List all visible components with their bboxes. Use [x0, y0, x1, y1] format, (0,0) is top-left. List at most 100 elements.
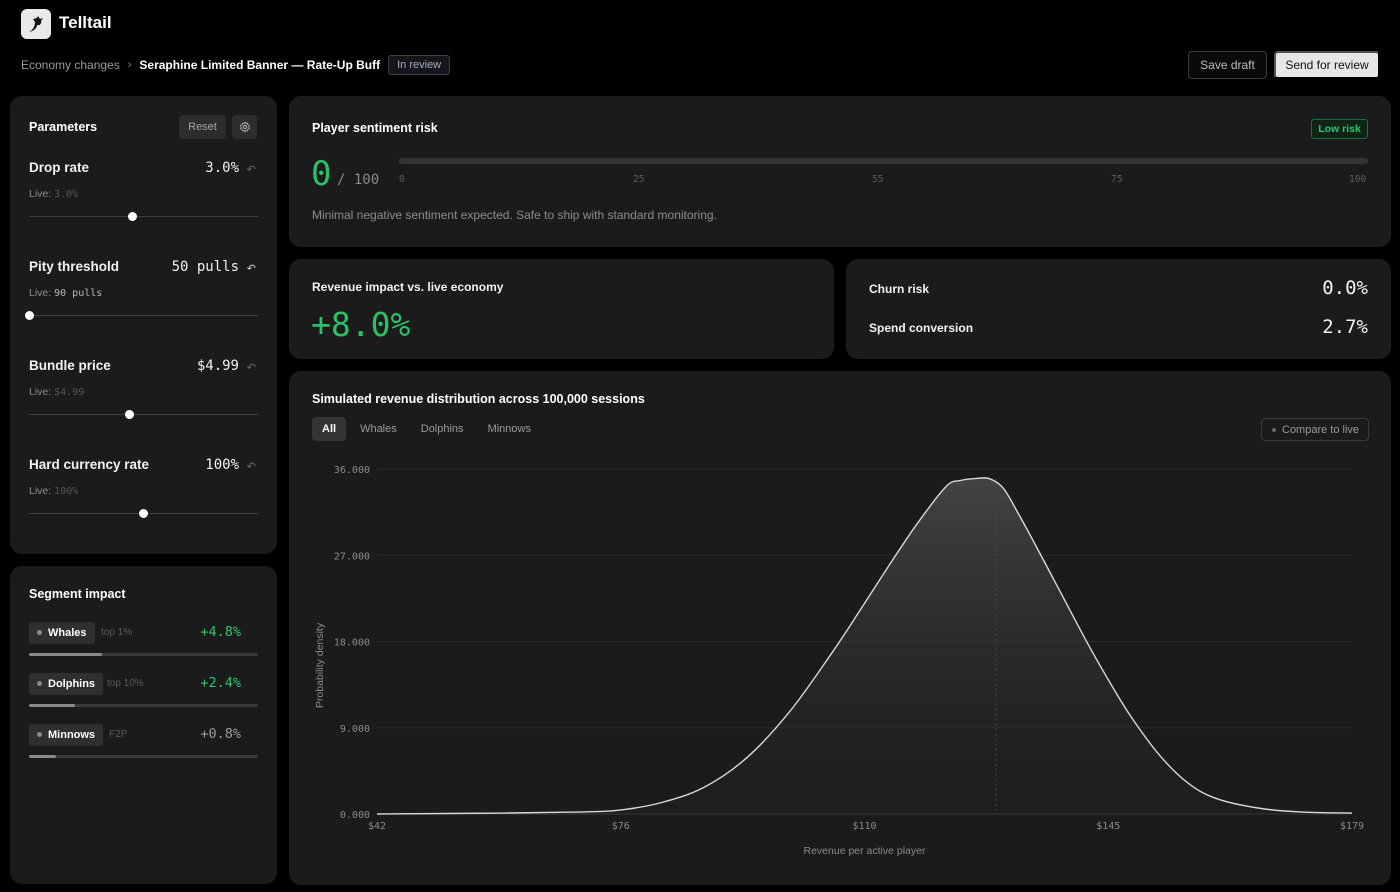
distribution-title: Simulated revenue distribution across 10…	[312, 392, 645, 406]
live-value: 100%	[54, 486, 79, 497]
distribution-area	[377, 477, 1352, 814]
breadcrumb-parent[interactable]: Economy changes	[21, 58, 120, 72]
slider-track[interactable]	[29, 216, 258, 217]
risk-tick: 75	[1111, 174, 1123, 185]
segment-bar-fill	[29, 653, 103, 656]
param-label: Pity threshold	[29, 259, 120, 274]
breadcrumb: Economy changes › Seraphine Limited Bann…	[21, 55, 451, 75]
revenue-impact-card: Revenue impact vs. live economy +8.0%	[289, 259, 834, 359]
x-tick-label: $179	[1340, 821, 1364, 832]
segment-whales: Whales top 1% +4.8%	[29, 622, 258, 658]
churn-risk-value: 0.0%	[1322, 277, 1368, 299]
revenue-distribution-panel: 0.000 9.000 18.000 27.000 36.000 $42 $76 $110 $1…	[289, 371, 1391, 885]
y-tick-label: 36.000	[334, 465, 370, 476]
live-label: Live:	[29, 386, 52, 398]
revert-icon[interactable]: ↶	[246, 263, 256, 275]
sentiment-risk-panel: Player sentiment risk Low risk 0 / 100 0…	[289, 96, 1391, 247]
status-badge: In review	[388, 55, 451, 75]
segment-value: +2.4%	[200, 675, 241, 691]
revenue-label: Revenue impact vs. live economy	[312, 280, 504, 294]
param-live: Live: $4.99	[29, 386, 84, 398]
param-live: Live: 100%	[29, 485, 78, 497]
x-tick-label: $42	[368, 821, 386, 832]
segment-bar-fill	[29, 704, 75, 707]
slider-track[interactable]	[29, 414, 258, 415]
x-axis-label: Revenue per active player	[804, 845, 926, 857]
segment-chip[interactable]: Dolphins	[29, 673, 104, 695]
segment-sub: F2P	[109, 729, 128, 740]
segment-bar	[29, 755, 258, 758]
slider-thumb[interactable]	[24, 311, 34, 320]
y-axis-label: Probability density	[314, 622, 326, 708]
risk-tick: 100	[1349, 174, 1367, 185]
sentiment-description: Minimal negative sentiment expected. Saf…	[312, 208, 717, 222]
compare-to-live-toggle[interactable]: Compare to live	[1261, 418, 1369, 441]
param-hard-currency-rate: Hard currency rate 100% ↶ Live: 100%	[29, 457, 258, 547]
segment-chip[interactable]: Minnows	[29, 724, 104, 746]
metrics-card: Churn risk 0.0% Spend conversion 2.7%	[846, 259, 1391, 359]
revenue-value: +8.0%	[311, 305, 411, 344]
param-pity-threshold: Pity threshold 50 pulls ↶ Live: 90 pulls	[24, 259, 258, 349]
param-label: Hard currency rate	[29, 457, 150, 472]
risk-tick: 55	[872, 174, 884, 185]
param-label: Bundle price	[29, 358, 111, 373]
spend-conversion-label: Spend conversion	[869, 321, 974, 335]
tab-all[interactable]: All	[312, 417, 347, 441]
live-label: Live:	[29, 485, 52, 497]
x-tick-label: $145	[1096, 821, 1120, 832]
param-drop-rate: Drop rate 3.0% ↶ Live: 3.0%	[29, 160, 258, 250]
param-live: Live: 90 pulls	[29, 287, 102, 299]
app-name: Telltail	[59, 13, 112, 32]
sentiment-max: / 100	[337, 172, 380, 188]
x-tick-label: $110	[852, 821, 876, 832]
segment-bar	[29, 704, 258, 707]
tab-dolphins[interactable]: Dolphins	[420, 423, 464, 435]
segment-chip[interactable]: Whales	[29, 622, 95, 644]
send-for-review-button[interactable]: Send for review	[1274, 51, 1380, 79]
segment-impact-title: Segment impact	[29, 587, 126, 601]
risk-badge: Low risk	[1311, 119, 1368, 139]
revert-icon[interactable]: ↶	[246, 461, 256, 473]
settings-button[interactable]	[232, 115, 257, 139]
risk-tick: 0	[399, 174, 405, 185]
param-live: Live: 3.0%	[29, 188, 78, 200]
gear-icon	[239, 121, 250, 133]
churn-risk-label: Churn risk	[869, 282, 930, 296]
segment-impact-panel: Segment impact Whales top 1% +4.8% Dolph…	[10, 566, 277, 884]
live-label: Live:	[29, 287, 52, 299]
slider-thumb[interactable]	[125, 410, 135, 419]
y-tick-label: 18.000	[334, 638, 370, 649]
tab-whales[interactable]: Whales	[360, 423, 397, 435]
breadcrumb-separator: ›	[127, 59, 132, 71]
segment-minnows: Minnows F2P +0.8%	[29, 724, 258, 760]
parameters-panel: Parameters Reset Drop rate 3.0% ↶ Live: …	[10, 96, 277, 554]
tab-minnows[interactable]: Minnows	[487, 423, 531, 435]
risk-bar	[399, 158, 1368, 164]
param-value: $4.99	[196, 358, 239, 374]
y-tick-label: 27.000	[334, 551, 370, 562]
segment-bar	[29, 653, 258, 656]
breadcrumb-current: Seraphine Limited Banner — Rate-Up Buff	[139, 58, 381, 72]
param-label: Drop rate	[29, 160, 90, 175]
distribution-line	[376, 477, 1353, 815]
slider-thumb[interactable]	[139, 509, 148, 518]
spend-conversion-value: 2.7%	[1322, 316, 1368, 338]
parameters-title: Parameters	[29, 120, 98, 134]
y-tick-label: 9.000	[340, 724, 370, 735]
slider-track[interactable]	[29, 315, 258, 316]
revert-icon[interactable]: ↶	[246, 164, 256, 176]
save-draft-button[interactable]: Save draft	[1188, 51, 1267, 79]
param-value: 100%	[205, 457, 239, 473]
dragon-logo-icon	[29, 16, 43, 32]
reset-button[interactable]: Reset	[179, 115, 226, 139]
risk-tick: 25	[633, 174, 645, 185]
sentiment-score: 0	[311, 154, 332, 194]
x-tick-label: $76	[612, 821, 630, 832]
revert-icon[interactable]: ↶	[246, 362, 256, 374]
app-logo[interactable]	[21, 9, 51, 39]
slider-thumb[interactable]	[127, 212, 137, 221]
sentiment-title: Player sentiment risk	[312, 121, 438, 135]
segment-bar-fill	[29, 755, 57, 758]
segment-sub: top 1%	[101, 627, 133, 638]
segment-value: +0.8%	[200, 726, 241, 742]
